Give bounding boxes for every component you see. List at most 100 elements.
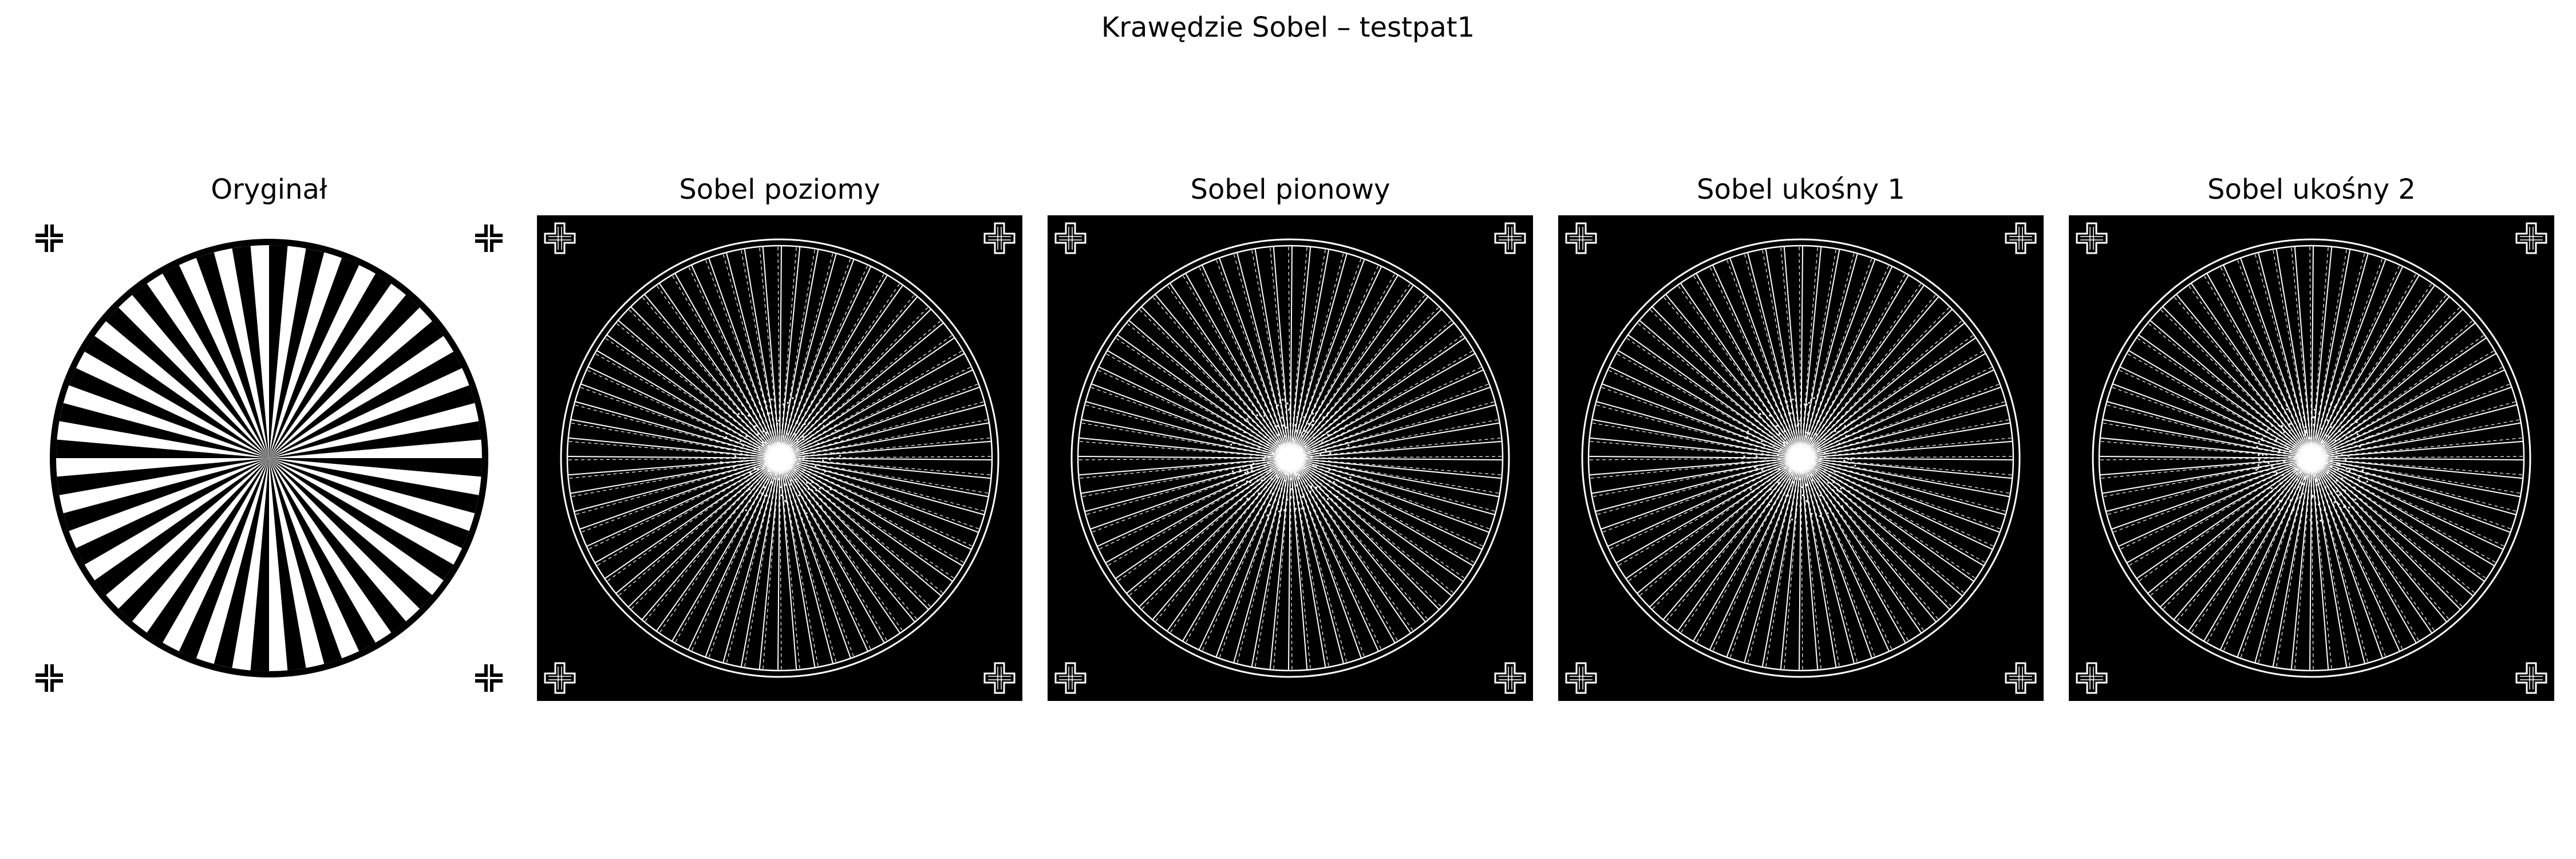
edge-spoke [779, 458, 972, 550]
edge-spoke-texture [1290, 283, 1411, 459]
edge-spoke [1800, 458, 1837, 668]
edge-spoke [2222, 265, 2312, 459]
edge-spoke [1290, 458, 1499, 498]
edge-spoke [2311, 458, 2504, 550]
edge-spoke [2311, 440, 2523, 459]
edge-spoke-texture [2258, 458, 2312, 664]
edge-spoke [587, 366, 780, 459]
edge-spoke [2311, 458, 2495, 566]
edge-spoke [579, 458, 780, 530]
edge-spoke-texture [1290, 246, 1307, 459]
edge-spoke-texture [1290, 458, 1496, 512]
edge-spoke-texture [615, 322, 780, 459]
edge-spoke [1800, 386, 2002, 459]
edge-spoke-texture [1693, 274, 1801, 459]
panel-title-sobel-diagonal-1: Sobel ukośny 1 [1697, 174, 1905, 206]
edge-spoke-texture [1290, 458, 1442, 608]
edge-spoke [1117, 334, 1291, 459]
edge-spoke-texture [1290, 249, 1326, 459]
edge-spoke [779, 386, 981, 459]
edge-spoke-texture [1800, 246, 1818, 459]
edge-spoke-texture [1800, 458, 1858, 663]
edge-spoke-texture [779, 246, 797, 459]
edge-spoke-texture [570, 422, 780, 459]
panel-sobel-diagonal-1: Sobel ukośny 1 [1558, 174, 2044, 701]
edge-spoke [2099, 456, 2312, 459]
edge-lines [2092, 238, 2531, 678]
edge-spoke-texture [1290, 458, 1365, 657]
edge-spoke-texture [2311, 458, 2463, 608]
edge-spoke [779, 369, 973, 459]
edge-spoke-texture [1254, 458, 1291, 668]
edge-spoke-texture [1596, 458, 1801, 515]
edge-spoke-texture [618, 458, 780, 597]
edge-spoke [1800, 458, 1873, 659]
edge-spoke [705, 458, 780, 657]
edge-spoke-texture [628, 309, 780, 459]
edge-spoke [1290, 458, 1326, 668]
edge-spoke [779, 309, 932, 459]
edge-spoke [2311, 337, 2487, 459]
edge-spoke [1233, 458, 1291, 663]
edge-spoke-texture [1152, 296, 1291, 459]
edge-spoke [1290, 285, 1415, 459]
edge-spoke-texture [1290, 334, 1464, 459]
edge-spoke [1080, 458, 1291, 494]
edge-spoke-texture [1800, 419, 2010, 459]
edge-spoke [762, 246, 780, 459]
edge-spoke-texture [1800, 306, 1950, 459]
edge-spoke-texture [2254, 253, 2312, 459]
edge-spoke-texture [594, 353, 780, 459]
sobel-diagonal-1-image [1558, 215, 2044, 701]
edge-spoke-texture [2126, 353, 2312, 459]
edge-spoke-texture [2311, 458, 2487, 579]
edge-spoke [758, 458, 780, 670]
edge-spoke [779, 458, 985, 515]
edge-spoke-texture [779, 283, 900, 459]
edge-spoke [2159, 458, 2312, 608]
edge-spoke-texture [779, 458, 782, 671]
star-spoke [94, 458, 270, 596]
edge-spoke [1290, 458, 1345, 664]
edge-spoke-texture [1591, 422, 1801, 459]
corner-mark-top-left [35, 224, 63, 252]
edge-spoke [1765, 248, 1801, 459]
edge-spoke [779, 458, 991, 479]
edge-spoke-texture [1290, 458, 1414, 632]
edge-spoke-texture [779, 458, 980, 530]
edge-spoke [2118, 458, 2312, 547]
edge-spoke [708, 257, 780, 459]
edge-spoke [1169, 282, 1291, 459]
edge-spoke [2311, 353, 2497, 459]
edge-spoke [1800, 458, 1950, 610]
corner-mark-edge-top-left [1054, 222, 1086, 254]
edge-spoke-texture [1290, 458, 1429, 620]
edge-spoke [2311, 458, 2329, 670]
edge-outer-ring [1070, 238, 1510, 678]
edge-outer-ring [2092, 238, 2531, 678]
edge-spoke-texture [671, 274, 780, 459]
edge-spoke [1665, 294, 1801, 459]
edge-spoke-texture [2311, 258, 2383, 459]
edge-spoke [2311, 458, 2520, 498]
edge-spoke-texture [2237, 259, 2312, 459]
edge-spoke [779, 246, 801, 459]
edge-spoke-texture [1609, 458, 1801, 550]
edge-spoke-texture [1290, 438, 1502, 459]
corner-mark-edge-top-right [1494, 222, 1526, 254]
edge-spoke-texture [1084, 404, 1291, 459]
edge-spoke [1761, 458, 1801, 667]
edge-spoke-texture [779, 458, 888, 642]
edge-spoke [2311, 309, 2464, 459]
edge-spoke [779, 458, 797, 670]
star-spoke [147, 458, 269, 643]
edge-spoke-texture [2191, 458, 2312, 633]
edge-spoke [2311, 322, 2476, 459]
edge-spoke-texture [2311, 366, 2504, 459]
edge-spoke-texture [1290, 294, 1426, 459]
edge-spoke [1290, 458, 1308, 670]
edge-spoke [1800, 285, 1925, 459]
corner-mark-edge-bottom-left [1565, 662, 1597, 694]
edge-spoke [2311, 458, 2384, 659]
edge-spoke-texture [779, 419, 989, 459]
